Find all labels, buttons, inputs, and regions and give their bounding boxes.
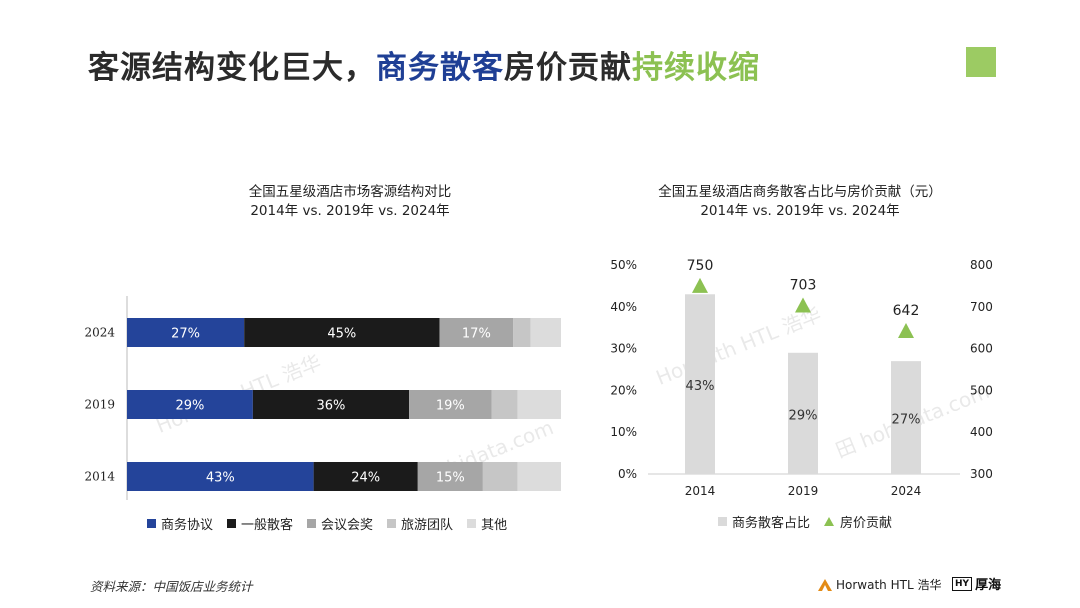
- hy-logo-mark: HY: [952, 576, 973, 591]
- left-chart-category-label: 2019: [84, 398, 115, 412]
- horwath-logo: Horwath HTL 浩华: [818, 576, 941, 593]
- right-chart-right-tick-label: 700: [970, 300, 993, 314]
- right-chart-right-tick-label: 500: [970, 383, 993, 397]
- left-chart-bar-segment: [127, 318, 245, 347]
- right-chart-triangle-marker: [898, 323, 914, 339]
- left-chart-data-label: 19%: [436, 399, 465, 414]
- left-chart-data-label: 36%: [317, 399, 346, 414]
- right-chart-triangle-marker: [692, 277, 708, 293]
- left-chart-data-label: 24%: [351, 471, 380, 486]
- right-chart-bar: [685, 294, 715, 474]
- left-chart-data-label: 43%: [206, 471, 235, 486]
- title-part-3: 房价贡献: [504, 50, 632, 86]
- left-chart-bar-segment: [482, 462, 518, 491]
- right-chart-title-line1: 全国五星级酒店商务散客占比与房价贡献（元）: [658, 184, 942, 200]
- hy-logo-name: 厚海: [975, 578, 1002, 593]
- right-chart-title-line2: 2014年 vs. 2019年 vs. 2024年: [700, 203, 900, 219]
- corner-accent-square: [966, 47, 996, 77]
- left-chart-bar-segment: [417, 462, 483, 491]
- left-chart-bar-segment: [313, 462, 418, 491]
- left-chart-bar-segment: [127, 390, 253, 419]
- right-chart-category-label: 2014: [685, 484, 716, 498]
- left-chart-bar-segment: [513, 318, 531, 347]
- right-legend-triangle-icon: [824, 517, 835, 526]
- right-chart-bar-label: 27%: [892, 413, 921, 428]
- left-chart-legend: 商务协议 一般散客 会议会奖 旅游团队 其他: [147, 514, 521, 533]
- page-title: 客源结构变化巨大，商务散客房价贡献持续收缩: [88, 42, 760, 87]
- right-chart-right-tick-label: 600: [970, 342, 993, 356]
- left-legend-item: 会议会奖: [307, 514, 373, 533]
- right-chart-category-label: 2024: [891, 484, 922, 498]
- left-legend-swatch: [467, 519, 477, 528]
- right-chart-left-tick-label: 0%: [618, 467, 637, 481]
- right-chart-bar: [891, 361, 921, 474]
- right-legend-label: 房价贡献: [840, 516, 893, 531]
- left-chart-title-line1: 全国五星级酒店市场客源结构对比: [248, 184, 452, 200]
- left-legend-swatch: [227, 519, 237, 528]
- right-chart-right-tick-label: 400: [970, 425, 993, 439]
- left-chart-bar-segment: [127, 462, 314, 491]
- right-chart-marker-label: 703: [790, 278, 817, 294]
- right-legend-swatch: [718, 517, 727, 526]
- title-part-4: 持续收缩: [632, 50, 760, 86]
- right-chart-left-tick-label: 50%: [610, 258, 637, 272]
- left-chart-title-line2: 2014年 vs. 2019年 vs. 2024年: [250, 203, 450, 219]
- right-chart-legend: 商务散客占比 房价贡献: [718, 512, 906, 531]
- left-chart-bar-segment: [439, 318, 514, 347]
- right-chart-marker-label: 642: [893, 303, 920, 319]
- right-chart-bar-label: 29%: [789, 408, 818, 423]
- left-legend-swatch: [307, 519, 317, 528]
- left-chart-data-label: 45%: [327, 327, 356, 342]
- title-part-1: 客源结构变化巨大，: [88, 50, 376, 86]
- right-chart-marker-label: 750: [687, 258, 714, 274]
- left-chart-bar-segment: [409, 390, 492, 419]
- left-chart-data-label: 29%: [175, 399, 204, 414]
- left-legend-item: 商务协议: [147, 514, 213, 533]
- left-legend-item: 旅游团队: [387, 514, 453, 533]
- source-note: 资料来源：中国饭店业务统计: [90, 579, 253, 594]
- right-chart-category-label: 2019: [788, 484, 819, 498]
- left-chart-bar-segment: [491, 390, 518, 419]
- right-legend-item: 房价贡献: [824, 512, 892, 531]
- right-chart-right-tick-label: 300: [970, 467, 993, 481]
- right-chart-title: 全国五星级酒店商务散客占比与房价贡献（元） 2014年 vs. 2019年 vs…: [600, 183, 1000, 221]
- left-legend-item: 一般散客: [227, 514, 293, 533]
- left-chart-bar-segment: [530, 318, 561, 347]
- left-chart-bar-segment: [252, 390, 410, 419]
- right-chart-bar-label: 43%: [686, 379, 715, 394]
- left-legend-label: 商务协议: [161, 518, 214, 533]
- horwath-logo-text: Horwath HTL 浩华: [836, 578, 942, 592]
- title-part-2: 商务散客: [376, 50, 504, 86]
- right-legend-label: 商务散客占比: [732, 516, 811, 531]
- left-chart-data-label: 27%: [171, 327, 200, 342]
- left-legend-label: 一般散客: [241, 518, 294, 533]
- right-chart-triangle-marker: [795, 297, 811, 313]
- left-legend-label: 旅游团队: [401, 518, 454, 533]
- left-legend-label: 其他: [481, 518, 508, 533]
- left-legend-swatch: [387, 519, 397, 528]
- horwath-logo-icon: [818, 578, 832, 591]
- left-chart-bar-segment: [517, 462, 561, 491]
- left-legend-item: 其他: [467, 514, 507, 533]
- left-legend-label: 会议会奖: [321, 518, 374, 533]
- left-chart-title: 全国五星级酒店市场客源结构对比 2014年 vs. 2019年 vs. 2024…: [140, 183, 560, 221]
- right-chart-left-tick-label: 10%: [610, 425, 637, 439]
- right-chart-left-tick-label: 40%: [610, 300, 637, 314]
- left-chart-bar-segment: [517, 390, 561, 419]
- left-chart-bar-segment: [244, 318, 440, 347]
- left-chart-data-label: 17%: [462, 327, 491, 342]
- right-chart-right-tick-label: 800: [970, 258, 993, 272]
- left-chart-category-label: 2014: [84, 470, 115, 484]
- left-legend-swatch: [147, 519, 156, 528]
- right-legend-item: 商务散客占比: [718, 512, 810, 531]
- right-chart-left-tick-label: 30%: [610, 342, 637, 356]
- right-chart-left-tick-label: 20%: [610, 383, 637, 397]
- hy-logo: HY 厚海: [952, 574, 1001, 593]
- right-chart-bar: [788, 352, 818, 474]
- left-chart-data-label: 15%: [436, 471, 465, 486]
- left-chart-category-label: 2024: [84, 326, 115, 340]
